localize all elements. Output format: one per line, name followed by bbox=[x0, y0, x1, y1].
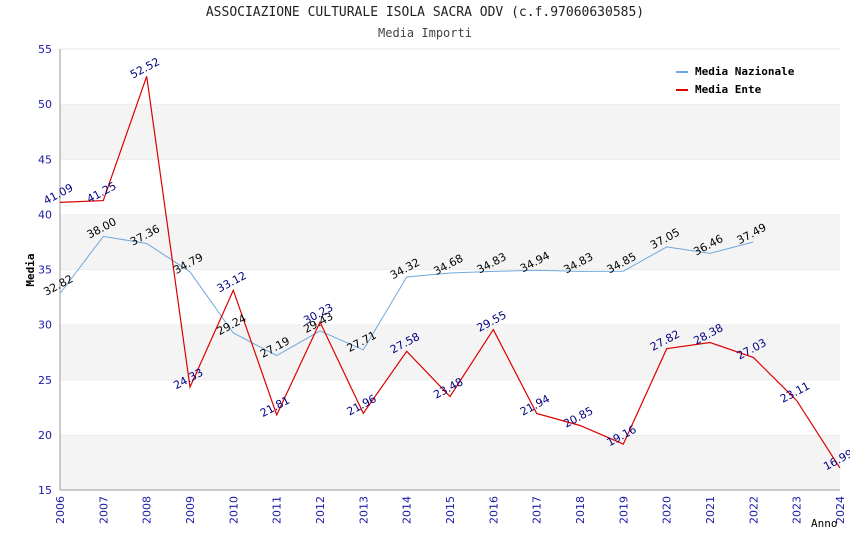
grid-bands bbox=[60, 48, 840, 490]
y-tick-label: 45 bbox=[38, 153, 52, 166]
legend-label-media-nazionale: Media Nazionale bbox=[695, 65, 795, 78]
grid-band bbox=[60, 214, 840, 270]
x-tick-label: 2013 bbox=[357, 496, 370, 524]
x-axis-label: Anno bbox=[811, 517, 838, 530]
x-tick-label: 2009 bbox=[184, 496, 197, 524]
x-tick-label: 2015 bbox=[444, 496, 457, 524]
y-axis-label: Media bbox=[24, 253, 37, 286]
x-tick-label: 2017 bbox=[531, 496, 544, 524]
x-axis-ticks: 2006 2007 2008 2009 2010 2011 2012 2013 2014 2015… bbox=[54, 496, 847, 524]
x-tick-label: 2006 bbox=[54, 496, 67, 524]
grid-band bbox=[60, 104, 840, 160]
series-line-media-nazionale bbox=[59, 235, 754, 357]
y-tick-label: 35 bbox=[38, 264, 52, 277]
x-tick-label: 2022 bbox=[747, 496, 760, 524]
legend-swatch-media-ente bbox=[676, 89, 688, 91]
x-tick-label: 2010 bbox=[227, 496, 240, 524]
x-tick-label: 2021 bbox=[704, 496, 717, 524]
y-tick-label: 30 bbox=[38, 319, 52, 332]
legend-label-media-ente: Media Ente bbox=[695, 83, 762, 96]
series-line-media-ente bbox=[59, 76, 841, 469]
y-tick-label: 50 bbox=[38, 98, 52, 111]
x-tick-label: 2018 bbox=[574, 496, 587, 524]
y-tick-label: 20 bbox=[38, 429, 52, 442]
y-tick-label: 25 bbox=[38, 374, 52, 387]
y-tick-label: 15 bbox=[38, 484, 52, 497]
x-tick-label: 2023 bbox=[791, 496, 804, 524]
grid-band bbox=[60, 379, 840, 435]
chart-subtitle: Media Importi bbox=[378, 26, 472, 40]
x-tick-label: 2014 bbox=[401, 496, 414, 524]
x-tick-label: 2007 bbox=[97, 496, 110, 524]
x-tick-label: 2012 bbox=[314, 496, 327, 524]
y-tick-label: 55 bbox=[38, 43, 52, 56]
grid-band bbox=[60, 434, 840, 490]
y-tick-label: 40 bbox=[38, 208, 52, 221]
x-tick-label: 2024 bbox=[834, 496, 847, 524]
grid-band bbox=[60, 269, 840, 325]
grid-band bbox=[60, 324, 840, 380]
y-axis-ticks: 15 20 25 30 35 40 45 50 55 bbox=[38, 43, 52, 497]
x-tick-label: 2016 bbox=[487, 496, 500, 524]
x-tick-label: 2019 bbox=[617, 496, 630, 524]
grid-band bbox=[60, 159, 840, 215]
chart-title: ASSOCIAZIONE CULTURALE ISOLA SACRA ODV (… bbox=[205, 5, 645, 20]
x-tick-label: 2008 bbox=[141, 496, 154, 524]
legend-swatch-media-nazionale bbox=[676, 71, 688, 73]
legend-item-media-ente: Media Ente bbox=[676, 83, 761, 97]
x-tick-label: 2020 bbox=[661, 496, 674, 524]
legend: Media Nazionale Media Ente bbox=[670, 60, 810, 102]
x-tick-label: 2011 bbox=[271, 496, 284, 524]
series-lines bbox=[59, 76, 841, 469]
legend-item-media-nazionale: Media Nazionale bbox=[676, 65, 794, 79]
